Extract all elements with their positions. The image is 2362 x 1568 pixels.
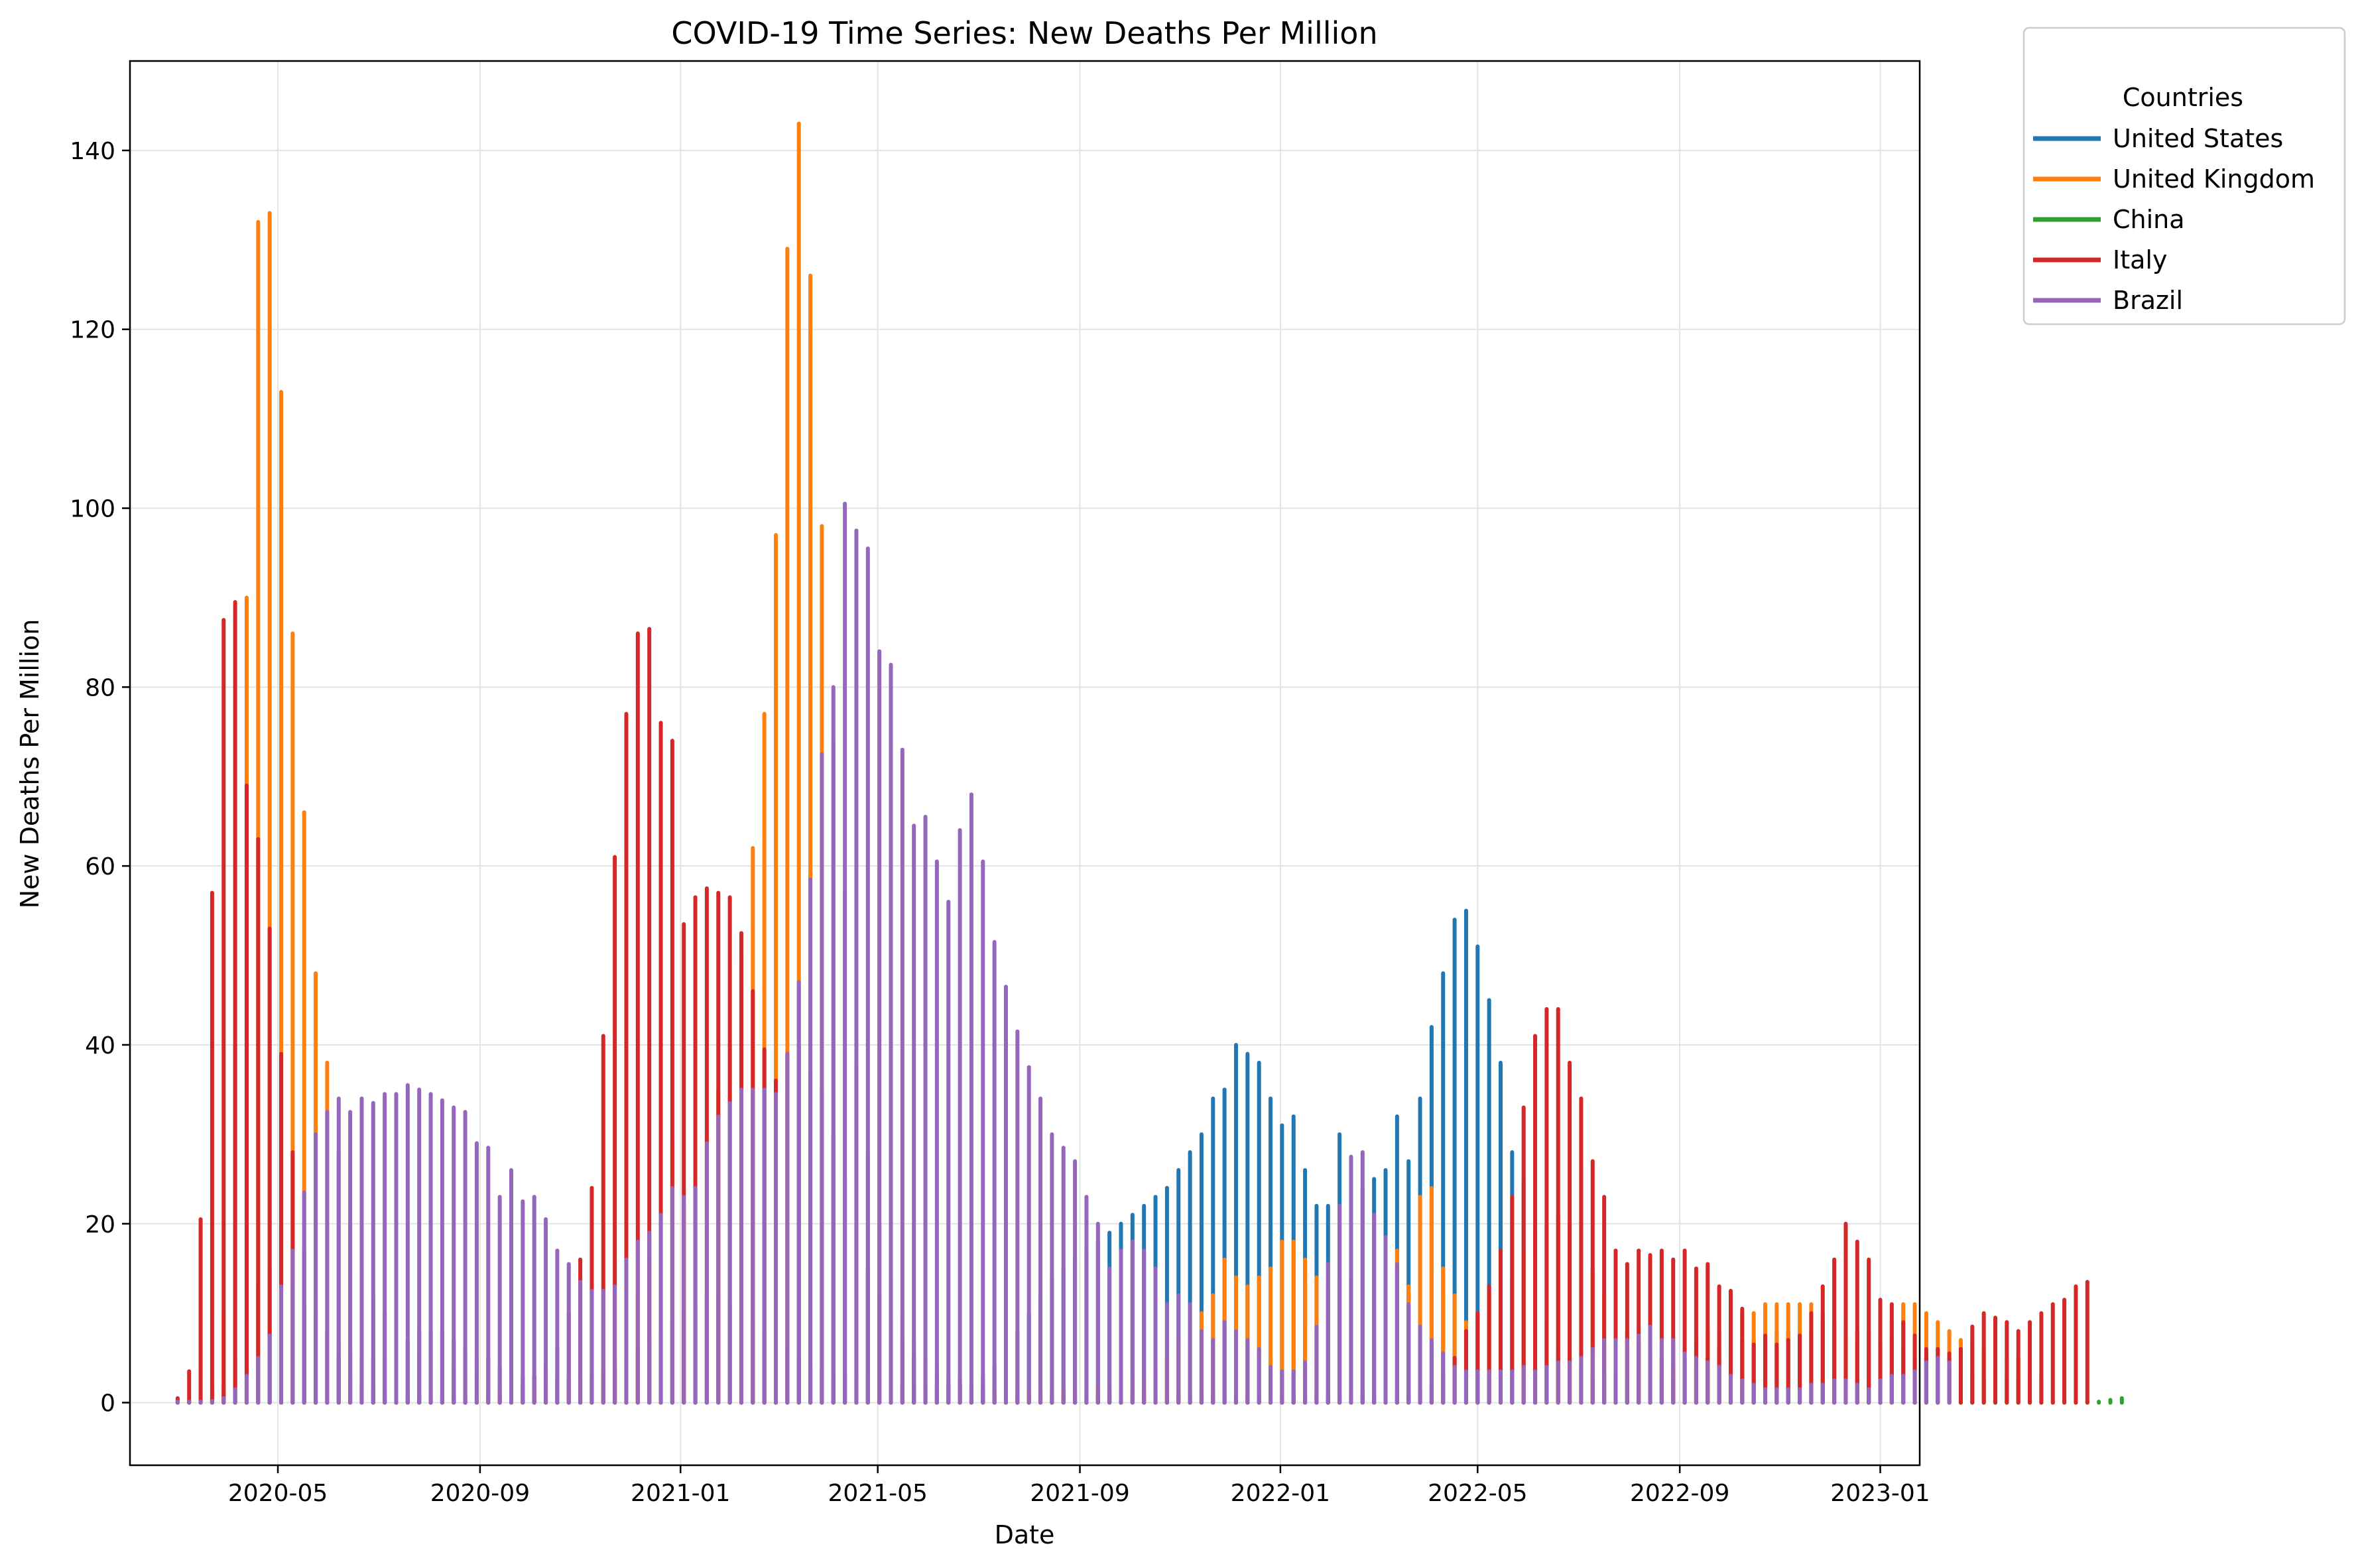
legend-entry: United Kingdom <box>2113 164 2315 194</box>
y-tick-label: 40 <box>85 1032 115 1059</box>
legend-entry: China <box>2113 205 2185 234</box>
legend-title: Countries <box>2123 83 2243 112</box>
x-tick-label: 2022-05 <box>1428 1480 1527 1507</box>
series-brazil <box>175 501 1952 1405</box>
plot-frame <box>129 60 1921 1467</box>
x-tick-label: 2020-09 <box>430 1480 530 1507</box>
legend-entry: Brazil <box>2113 286 2183 315</box>
y-tick-label: 0 <box>100 1390 115 1417</box>
x-tick-label: 2021-05 <box>828 1480 927 1507</box>
x-tick-label: 2020-05 <box>228 1480 328 1507</box>
bars <box>175 121 2124 1405</box>
x-tick-label: 2022-09 <box>1630 1480 1729 1507</box>
gridlines <box>130 61 1920 1465</box>
x-axis: 2020-05 2020-09 2021-01 2021-05 2021-09 2022-… <box>228 1465 1930 1507</box>
legend-entry: Italy <box>2113 245 2167 274</box>
x-tick-label: 2021-01 <box>631 1480 730 1507</box>
y-axis: 0 20 40 60 80 100 120 140 <box>70 138 130 1417</box>
legend: Countries United States United Kingdom Chi… <box>2022 27 2346 326</box>
x-tick-label: 2022-01 <box>1231 1480 1330 1507</box>
y-axis-label: New Deaths Per Million <box>15 619 44 909</box>
x-axis-label: Date <box>995 1520 1055 1549</box>
y-tick-label: 20 <box>85 1211 115 1238</box>
y-tick-label: 100 <box>70 496 115 523</box>
legend-entry: United States <box>2113 124 2283 153</box>
legend-box <box>2022 27 2346 326</box>
y-tick-label: 60 <box>85 853 115 880</box>
y-tick-label: 80 <box>85 674 115 701</box>
y-tick-label: 140 <box>70 138 115 165</box>
y-tick-label: 120 <box>70 317 115 344</box>
chart-title: COVID-19 Time Series: New Deaths Per Mil… <box>671 15 1377 51</box>
x-tick-label: 2023-01 <box>1830 1480 1930 1507</box>
x-tick-label: 2021-09 <box>1030 1480 1129 1507</box>
